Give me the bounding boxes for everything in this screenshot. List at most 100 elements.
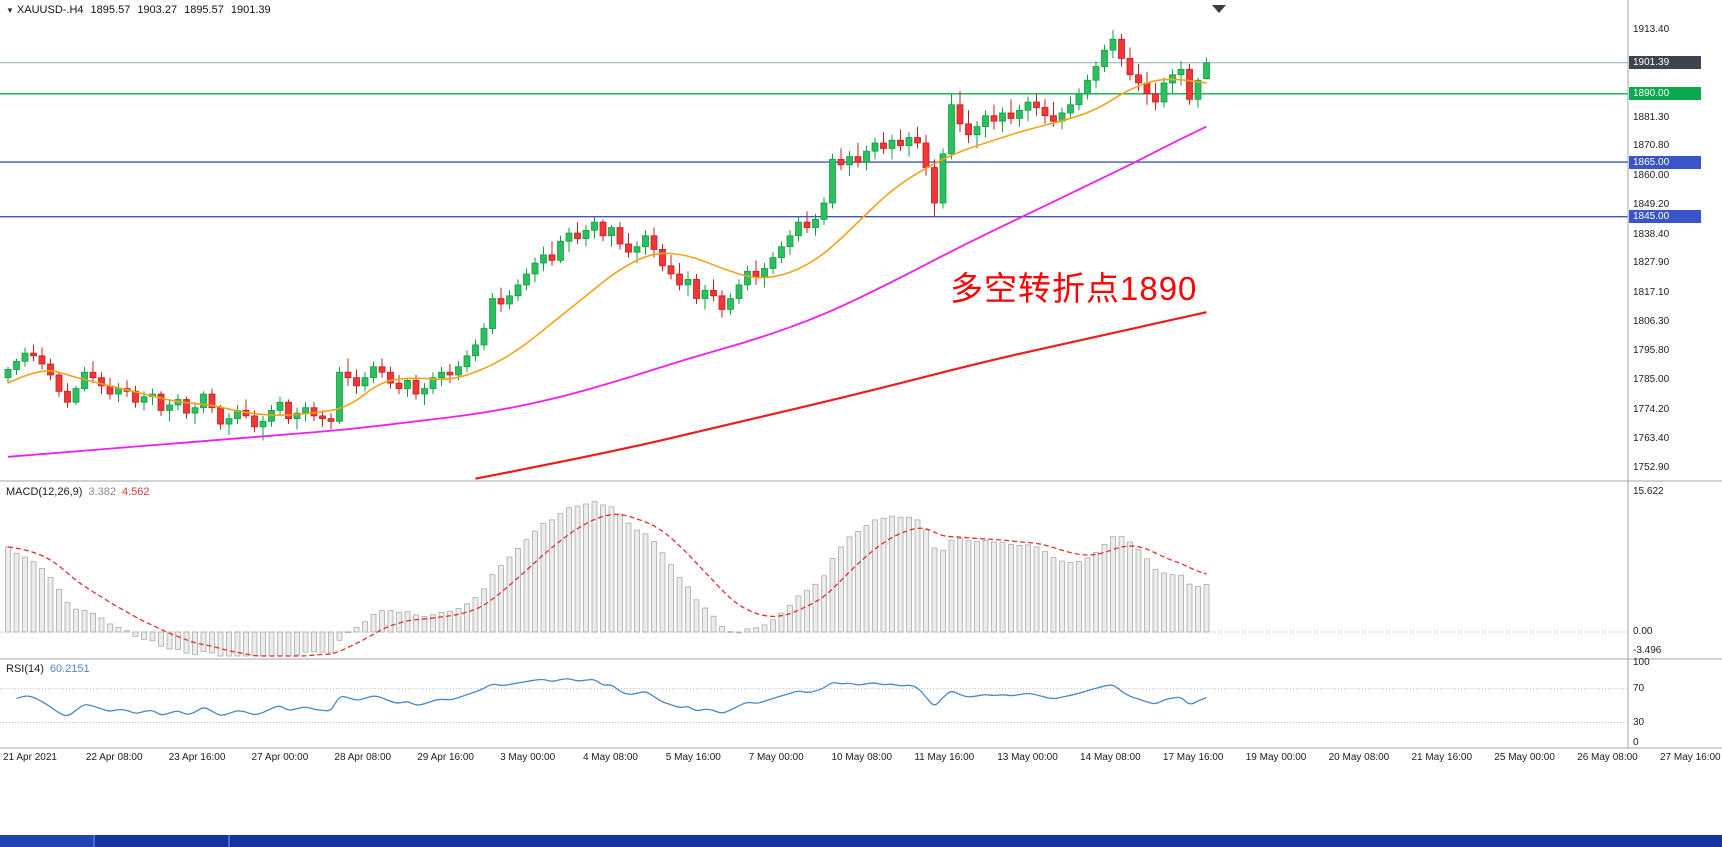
candle-body — [429, 377, 437, 389]
candle-body — [208, 393, 216, 409]
candle-body — [191, 407, 199, 414]
macd-bar — [158, 631, 164, 647]
candle-body — [999, 112, 1006, 122]
candle-body — [472, 344, 479, 357]
candle-body — [973, 126, 981, 136]
macd-bar — [98, 617, 105, 633]
candles-layer — [4, 30, 1210, 441]
candle-body — [353, 377, 360, 387]
macd-bar — [311, 631, 317, 653]
candle-body — [684, 279, 692, 286]
macd-bar — [532, 530, 538, 633]
macd-bar — [744, 628, 751, 633]
time-axis-label: 7 May 00:00 — [748, 752, 804, 763]
price-axis-label: 1913.40 — [1633, 24, 1670, 35]
macd-bar — [1127, 541, 1133, 633]
candle-body — [1152, 93, 1159, 103]
candle-body — [1084, 79, 1091, 95]
candle-body — [727, 298, 734, 310]
macd-bar — [974, 541, 980, 633]
macd-bar — [515, 547, 521, 633]
symbol-timeframe-label: XAUUSD-.H4 — [16, 4, 84, 16]
macd-bar — [115, 626, 122, 633]
macd-bar — [668, 564, 674, 633]
price-axis-label: 1763.40 — [1633, 433, 1670, 445]
status-bar-divider — [228, 835, 230, 847]
candle-body — [455, 366, 462, 376]
candle-body — [795, 221, 802, 237]
candle-body — [404, 379, 411, 389]
macd-bar — [549, 519, 555, 633]
candle-body — [531, 262, 539, 275]
candle-body — [200, 393, 207, 409]
candle-body — [1101, 49, 1108, 67]
macd-bar — [430, 614, 436, 633]
rsi-name: RSI(14) — [6, 663, 44, 675]
candle-body — [157, 393, 165, 411]
candle-body — [905, 137, 913, 147]
macd-bar — [1084, 557, 1091, 633]
time-axis-label: 23 Apr 16:00 — [168, 752, 226, 763]
chart-title: ▼ XAUUSD-.H4 1895.57 1903.27 1895.57 1901.39 — [6, 4, 278, 16]
macd-bar — [1042, 551, 1048, 633]
rsi-indicator-label: RSI(14) 60.2151 — [6, 663, 96, 675]
macd-bar — [1050, 557, 1057, 633]
rsi-axis-label: 70 — [1633, 682, 1645, 694]
slow-ma-line[interactable] — [475, 311, 1207, 480]
macd-bar — [719, 625, 725, 633]
candle-body — [1050, 115, 1057, 122]
mid-ma-line[interactable] — [7, 125, 1207, 458]
macd-bar — [608, 506, 615, 633]
candle-body — [1143, 82, 1151, 95]
chart-canvas[interactable] — [0, 0, 1722, 760]
macd-bar — [353, 626, 360, 633]
symbol-dropdown-icon[interactable]: ▼ — [6, 6, 14, 15]
macd-bar — [1169, 574, 1176, 633]
fast-ma-line[interactable] — [7, 78, 1207, 416]
macd-bar — [56, 589, 62, 633]
macd-bar — [183, 631, 190, 654]
macd-bar — [149, 631, 156, 642]
candle-body — [259, 420, 267, 428]
macd-bar — [200, 631, 207, 653]
macd-bar — [302, 631, 309, 653]
macd-bar — [294, 631, 300, 656]
macd-bar — [260, 631, 266, 657]
candle-body — [854, 156, 862, 163]
macd-bar — [829, 557, 836, 633]
macd-bar — [481, 588, 487, 633]
rsi-axis-label: 0 — [1633, 737, 1639, 748]
chart-text-annotation[interactable]: 多空转折点1890 — [950, 270, 1198, 307]
macd-bar — [209, 631, 215, 654]
macd-signal-line — [7, 513, 1207, 657]
candle-body — [285, 401, 292, 420]
candle-body — [574, 232, 581, 239]
candle-body — [1186, 68, 1193, 100]
macd-bar — [362, 621, 368, 633]
candle-body — [633, 246, 641, 253]
candle-body — [98, 377, 105, 387]
rsi-value: 60.2151 — [49, 663, 90, 675]
macd-bar — [404, 611, 411, 633]
macd-bar — [651, 541, 657, 633]
rsi-axis-label: 30 — [1633, 716, 1645, 728]
candle-body — [582, 229, 590, 239]
candle-body — [863, 150, 870, 163]
candle-body — [463, 355, 471, 368]
candle-body — [1067, 104, 1074, 114]
macd-bar — [1135, 548, 1142, 633]
macd-bar — [268, 631, 275, 657]
macd-bar — [13, 552, 20, 633]
macd-bar — [1110, 536, 1116, 633]
macd-bar — [328, 631, 334, 654]
macd-bar — [1033, 546, 1040, 633]
candle-body — [13, 360, 20, 370]
candle-body — [89, 371, 97, 379]
macd-bar — [1161, 572, 1167, 633]
time-axis-label: 28 Apr 08:00 — [334, 752, 392, 763]
candle-body — [803, 221, 811, 228]
macd-name: MACD(12,26,9) — [6, 486, 83, 498]
candle-body — [540, 254, 547, 264]
macd-bar — [47, 577, 54, 633]
time-axis-label: 4 May 08:00 — [582, 752, 638, 763]
